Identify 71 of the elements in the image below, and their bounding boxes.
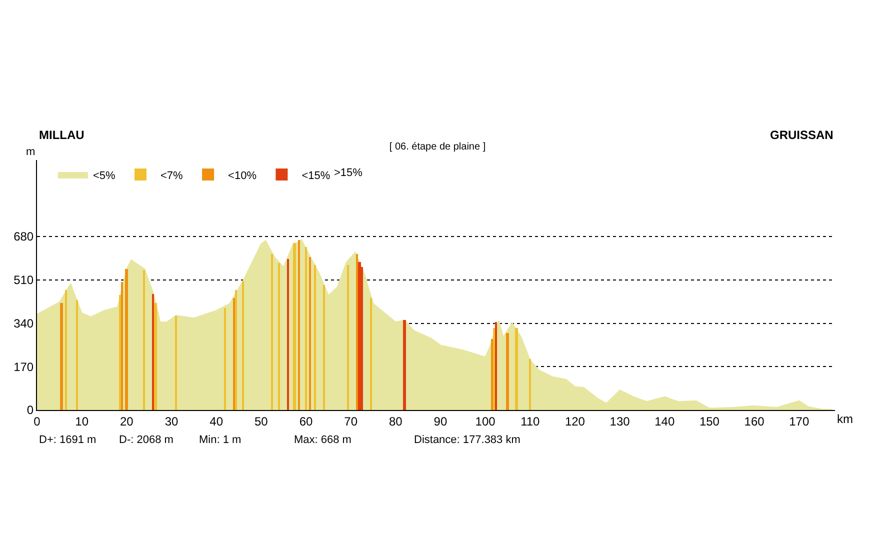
x-tick-label: 60 bbox=[299, 414, 313, 428]
x-tick-label: 90 bbox=[434, 414, 448, 428]
bar bbox=[121, 282, 123, 410]
bar bbox=[491, 339, 493, 410]
x-tick-label: 20 bbox=[120, 414, 134, 428]
x-tick-label: 50 bbox=[254, 414, 268, 428]
bar bbox=[323, 285, 325, 410]
text: Min: 1 m bbox=[199, 434, 242, 446]
bar bbox=[65, 290, 67, 410]
bar bbox=[119, 295, 121, 410]
chart-title: [ 06. étape de plaine ] bbox=[389, 141, 486, 152]
legend-label: <5% bbox=[92, 170, 116, 182]
bar bbox=[152, 294, 154, 410]
bar bbox=[125, 269, 128, 410]
text: Distance: 177.383 km bbox=[414, 434, 520, 446]
bar bbox=[506, 333, 509, 410]
y-tick-label: 0 bbox=[26, 403, 34, 418]
x-tick-label: 100 bbox=[475, 414, 496, 428]
x-tick-label: 170 bbox=[789, 414, 810, 428]
text: GRUISSAN bbox=[770, 128, 834, 142]
bar bbox=[271, 254, 273, 410]
y-tick-label: 340 bbox=[14, 316, 34, 330]
bar bbox=[309, 257, 311, 410]
y-tick-label: 170 bbox=[14, 360, 34, 374]
x-tick-label: 150 bbox=[699, 414, 720, 428]
x-tick-label: 40 bbox=[210, 414, 224, 428]
bar bbox=[154, 303, 157, 410]
x-tick-label: 160 bbox=[744, 414, 765, 428]
bar bbox=[403, 320, 406, 410]
bar bbox=[298, 240, 300, 410]
bar bbox=[235, 290, 237, 410]
bar bbox=[60, 303, 63, 410]
bar bbox=[495, 322, 497, 410]
y-tick-label: 510 bbox=[14, 273, 34, 288]
x-tick-label: 30 bbox=[164, 414, 178, 428]
bar bbox=[356, 254, 358, 410]
text: D-: 2068 m bbox=[119, 434, 174, 446]
x-tick-label: 110 bbox=[520, 414, 540, 428]
bar bbox=[370, 298, 372, 410]
annotation: >15% bbox=[334, 167, 363, 179]
legend-label: <10% bbox=[228, 170, 257, 182]
bar bbox=[493, 328, 495, 410]
text: MILLAU bbox=[39, 128, 84, 142]
bar bbox=[529, 359, 531, 410]
bar bbox=[76, 300, 78, 410]
x-tick-label: 10 bbox=[75, 414, 89, 428]
bar bbox=[242, 281, 244, 410]
x-tick-label: 120 bbox=[564, 414, 586, 428]
bar bbox=[175, 316, 177, 410]
bar bbox=[287, 259, 289, 410]
bar bbox=[314, 265, 316, 410]
bar bbox=[305, 247, 307, 410]
legend-label: <7% bbox=[160, 170, 184, 182]
y-axis-title: m bbox=[26, 146, 36, 158]
x-tick-label: 140 bbox=[654, 414, 675, 428]
bar bbox=[224, 308, 226, 410]
bar bbox=[347, 265, 349, 410]
bar bbox=[293, 243, 296, 410]
bar bbox=[233, 298, 235, 410]
x-axis-title: km bbox=[837, 412, 853, 426]
bar bbox=[278, 263, 280, 410]
text: Max: 668 m bbox=[294, 434, 352, 446]
x-tick-label: 70 bbox=[344, 414, 358, 428]
bar bbox=[358, 262, 361, 410]
bar bbox=[515, 328, 518, 410]
x-tick-label: 130 bbox=[610, 414, 630, 428]
x-tick-label: 80 bbox=[388, 414, 403, 428]
bar bbox=[143, 270, 145, 410]
y-tick-label: 680 bbox=[14, 230, 34, 244]
legend-label: <15% bbox=[302, 170, 330, 182]
text: D+: 1691 m bbox=[39, 434, 96, 446]
